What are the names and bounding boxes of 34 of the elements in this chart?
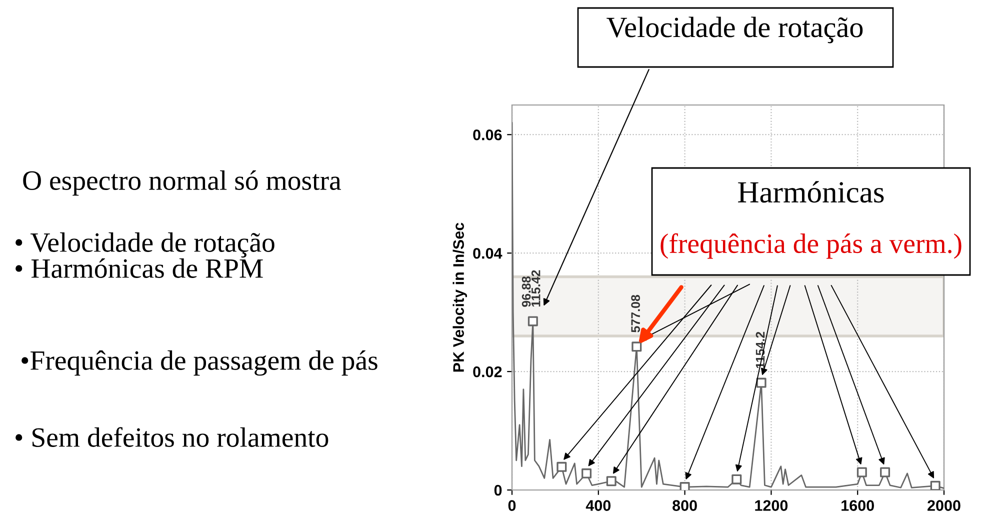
annotation: 96.88 — [522, 276, 531, 307]
y-tick-label: 0 — [494, 484, 502, 496]
point — [556, 462, 567, 472]
point — [880, 467, 890, 478]
annotation: 577.08 — [631, 294, 640, 332]
text: •Frequência de passagem de pás — [22, 350, 378, 376]
y-tick-label: 0.02 — [473, 366, 502, 378]
x-tick-label: 1600 — [842, 500, 874, 511]
point — [528, 316, 538, 326]
point — [756, 378, 766, 388]
point — [606, 476, 616, 486]
y-axis-title: PK Velocity in In/Sec — [452, 222, 467, 372]
point — [732, 474, 742, 484]
text: O espectro normal só mostra — [23, 170, 341, 196]
annotation: 1154.2 — [756, 332, 765, 368]
point — [930, 480, 940, 490]
point — [856, 467, 867, 478]
text: • Velocidade de rotação — [16, 232, 274, 258]
point — [582, 468, 592, 478]
y-tick-label: 0.04 — [473, 248, 502, 259]
x-tick-label: 800 — [672, 500, 697, 511]
point — [680, 482, 690, 490]
text: • Harmónicas de RPM — [16, 258, 263, 278]
point — [632, 342, 642, 352]
annotation: (frequência de pás a verm.) — [660, 233, 962, 259]
text: • Sem defeitos no rolamento — [16, 427, 328, 447]
annotation: Harmónicas — [738, 181, 884, 203]
x-tick-label: 1200 — [755, 500, 788, 511]
text: Velocidade de rotação — [606, 16, 863, 44]
y-tick-label: 0.06 — [473, 129, 502, 140]
x-tick-label: 2000 — [928, 500, 960, 511]
x-tick-label: 400 — [586, 500, 611, 511]
annotation: 115.42 — [531, 270, 540, 307]
x-tick-label: 0 — [508, 500, 516, 511]
